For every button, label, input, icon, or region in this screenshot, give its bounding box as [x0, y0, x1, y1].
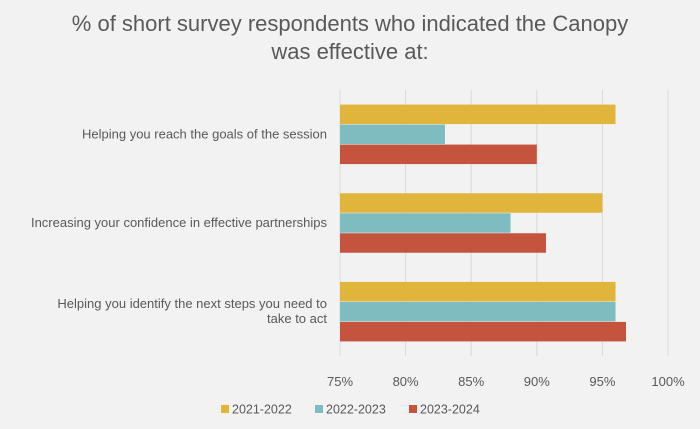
x-tick-label: 85% [458, 374, 484, 389]
x-tick-label: 90% [524, 374, 550, 389]
bar-2021-2022-2 [340, 193, 603, 213]
bar-2022-2023-2 [340, 213, 511, 233]
category-label-line: Increasing your confidence in effective … [31, 215, 328, 230]
category-label-line: Helping you identify the next steps you … [57, 296, 327, 311]
chart-title: % of short survey respondents who indica… [0, 10, 700, 66]
bar-2022-2023-1 [340, 124, 445, 145]
x-tick-label: 100% [651, 374, 685, 389]
x-tick-label: 75% [327, 374, 353, 389]
x-tick-label: 80% [393, 374, 419, 389]
category-label: Helping you reach the goals of the sessi… [82, 126, 327, 141]
legend-label: 2022-2023 [326, 403, 386, 417]
bar-2021-2022-3 [340, 281, 616, 302]
legend-swatch-2021-2022 [221, 405, 229, 413]
bar-2023-2024-1 [340, 144, 537, 165]
category-label-line: take to act [267, 311, 327, 326]
bar-2022-2023-3 [340, 301, 616, 322]
bar-2023-2024-3 [340, 321, 627, 342]
category-label: Helping you identify the next steps you … [57, 296, 327, 326]
category-label: Increasing your confidence in effective … [31, 215, 328, 230]
legend-label: 2021-2022 [232, 403, 292, 417]
bar-2021-2022-1 [340, 104, 616, 125]
category-label-line: Helping you reach the goals of the sessi… [82, 126, 327, 141]
chart-title-line-2: was effective at: [271, 39, 429, 64]
chart-title-line-1: % of short survey respondents who indica… [71, 11, 629, 36]
bar-2023-2024-2 [340, 233, 546, 253]
legend-swatch-2022-2023 [315, 405, 323, 413]
x-tick-label: 95% [589, 374, 615, 389]
legend-swatch-2023-2024 [409, 405, 417, 413]
legend-label: 2023-2024 [420, 403, 480, 417]
